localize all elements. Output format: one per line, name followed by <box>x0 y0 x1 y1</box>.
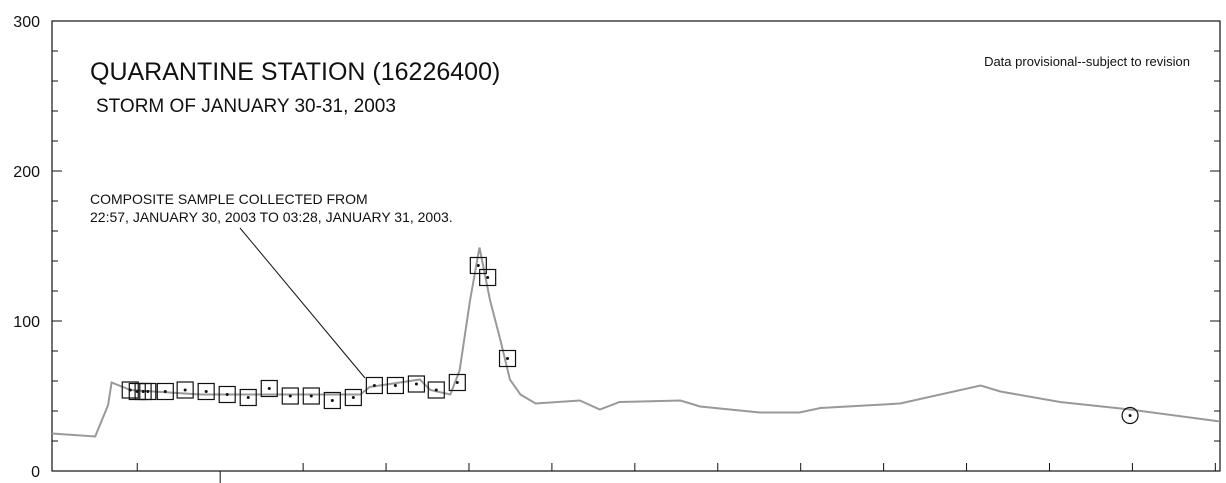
sample-dot <box>476 264 480 267</box>
sample-dot <box>309 394 313 398</box>
chart-subtitle: STORM OF JANUARY 30-31, 2003 <box>96 96 396 117</box>
sample-marker <box>448 373 466 392</box>
sample-marker <box>197 382 215 401</box>
y-tick-label: 0 <box>31 464 40 481</box>
sample-dot <box>204 390 208 393</box>
annotation: COMPOSITE SAMPLE COLLECTED FROM <box>90 191 368 207</box>
sample-marker <box>427 381 445 399</box>
sample-dot <box>183 388 187 392</box>
sample-marker <box>469 256 487 275</box>
sample-marker <box>239 388 257 407</box>
annotation: 22:57, JANUARY 30, 2003 TO 03:28, JANUAR… <box>90 209 453 225</box>
sample-marker <box>176 381 194 399</box>
sample-dot <box>434 388 438 392</box>
sample-marker <box>139 382 157 401</box>
sample-marker <box>407 375 426 393</box>
sample-dot <box>288 394 292 398</box>
sample-dot <box>246 396 250 399</box>
sample-marker <box>156 382 174 401</box>
plot-frame <box>51 20 1221 472</box>
sample-dot <box>486 276 490 279</box>
sample-marker <box>1121 406 1139 425</box>
sample-dot <box>351 396 355 399</box>
sample-dot <box>1128 414 1132 417</box>
y-tick-label: 100 <box>13 314 40 331</box>
sample-dot <box>506 357 510 360</box>
sample-dot <box>455 381 459 384</box>
sample-marker <box>386 376 404 395</box>
leader-line <box>239 227 366 379</box>
sample-marker <box>281 387 299 405</box>
data-line <box>51 247 1221 438</box>
chart-title: QUARANTINE STATION (16226400) <box>90 58 500 86</box>
sample-marker <box>121 381 139 399</box>
sample-dot <box>393 384 397 387</box>
sample-dot <box>163 390 167 393</box>
sample-marker <box>498 349 517 368</box>
sample-dot <box>372 384 376 387</box>
sample-marker <box>344 388 362 407</box>
sample-marker <box>479 268 497 287</box>
sample-dot <box>135 390 139 393</box>
sample-dot <box>330 399 334 402</box>
y-tick-label: 200 <box>13 164 40 181</box>
sample-marker <box>302 387 320 405</box>
sample-marker <box>365 376 383 395</box>
sample-marker <box>323 391 341 410</box>
sample-dot <box>414 382 418 386</box>
sample-dot <box>146 390 150 393</box>
sample-dot <box>225 393 229 396</box>
sample-dot <box>267 387 271 390</box>
note: Data provisional--subject to revision <box>984 54 1190 69</box>
sample-marker <box>218 385 236 404</box>
sample-dot <box>141 390 145 393</box>
y-tick-label: 300 <box>13 14 40 31</box>
sample-marker <box>260 379 278 398</box>
